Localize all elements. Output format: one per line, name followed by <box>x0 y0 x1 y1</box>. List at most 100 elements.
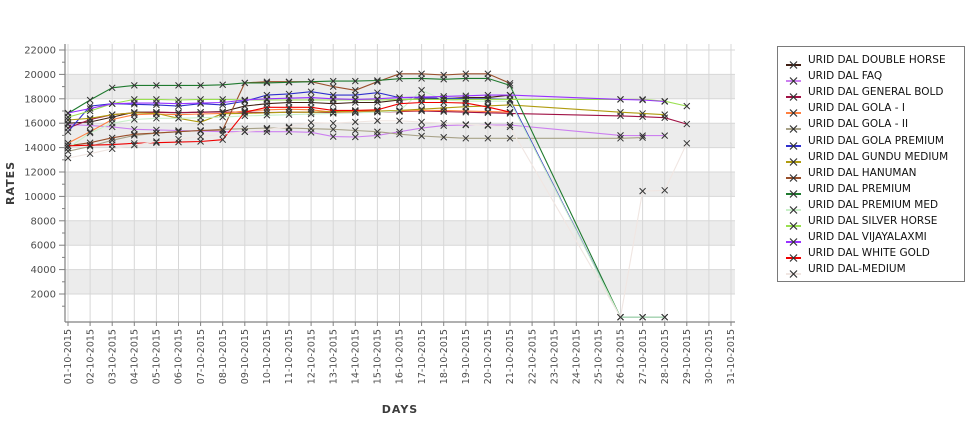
data-point-marker <box>440 75 448 83</box>
legend-marker-icon <box>785 232 802 247</box>
data-point-marker <box>440 93 448 100</box>
data-point-marker <box>86 129 94 137</box>
data-point-marker <box>153 82 160 89</box>
data-point-marker <box>440 96 448 103</box>
legend-item: URID DAL VIJAYALAXMI <box>785 229 957 247</box>
data-point-marker <box>329 95 337 103</box>
legend-marker-icon <box>785 216 802 230</box>
y-tick-label: 14000 <box>24 143 56 154</box>
data-point-marker <box>329 96 337 104</box>
data-point-marker <box>374 95 381 103</box>
data-point-marker <box>351 133 359 141</box>
legend-marker-icon <box>785 152 802 166</box>
data-point-marker <box>285 111 293 119</box>
data-point-marker <box>617 134 624 142</box>
data-point-marker <box>484 109 492 117</box>
y-tick-label: 6000 <box>31 241 56 252</box>
data-point-marker <box>285 103 293 111</box>
data-point-marker <box>130 132 138 139</box>
data-point-marker <box>64 109 72 117</box>
legend-item: URID DAL GOLA PREMIUM <box>785 132 957 150</box>
data-point-marker <box>307 78 315 86</box>
data-point-marker <box>396 117 403 125</box>
data-point-marker <box>661 111 669 119</box>
legend-marker-icon <box>785 87 802 102</box>
data-point-marker <box>175 82 182 89</box>
data-point-marker <box>64 147 72 155</box>
data-point-marker <box>351 107 359 114</box>
data-point-marker <box>307 119 315 126</box>
legend-item: URID DAL WHITE GOLD <box>785 245 957 263</box>
series-line <box>67 104 665 123</box>
data-point-marker <box>639 134 646 141</box>
data-point-marker <box>241 125 249 133</box>
legend-item: URID DAL GUNDU MEDIUM <box>785 149 957 166</box>
legend-label: URID DAL PREMIUM <box>808 182 911 195</box>
data-point-marker <box>130 130 138 138</box>
data-point-marker <box>683 120 691 128</box>
data-point-marker <box>351 86 359 94</box>
x-tick-label: 09-10-2015 <box>240 329 251 384</box>
x-tick-label: 05-10-2015 <box>152 329 163 384</box>
data-point-marker <box>108 134 116 142</box>
chart-legend: URID DAL DOUBLE HORSE URID DAL FAQ URID DA… <box>777 46 965 283</box>
data-point-marker <box>130 82 138 89</box>
x-tick-label: 17-10-2015 <box>417 329 428 384</box>
data-point-marker <box>175 138 182 146</box>
legend-marker-icon <box>785 55 802 69</box>
data-point-marker <box>130 141 138 149</box>
data-point-marker <box>197 127 204 134</box>
x-tick-label: 26-10-2015 <box>616 329 627 384</box>
x-tick-label: 30-10-2015 <box>704 329 715 384</box>
data-point-marker <box>462 99 470 107</box>
data-point-marker <box>351 118 359 126</box>
data-point-marker <box>197 114 204 122</box>
data-point-marker <box>153 99 160 107</box>
data-point-marker <box>241 108 249 116</box>
x-tick-label: 24-10-2015 <box>572 329 583 384</box>
data-point-marker <box>440 119 448 127</box>
data-point-marker <box>307 125 315 133</box>
x-tick-label: 07-10-2015 <box>196 329 207 384</box>
data-point-marker <box>351 127 359 134</box>
data-point-marker <box>506 134 514 142</box>
data-point-marker <box>86 102 94 110</box>
legend-item: URID DAL HANUMAN <box>785 165 957 182</box>
y-tick-label: 16000 <box>24 119 56 130</box>
data-point-marker <box>197 82 204 89</box>
data-point-marker <box>175 135 182 143</box>
data-point-marker <box>440 107 448 114</box>
data-point-marker <box>639 110 646 117</box>
data-point-marker <box>219 101 227 109</box>
data-point-marker <box>506 82 514 89</box>
data-point-marker <box>329 77 337 85</box>
data-point-marker <box>661 313 669 321</box>
data-point-marker <box>153 114 160 122</box>
legend-item: URID DAL GOLA - I <box>785 100 957 118</box>
data-point-marker <box>374 108 381 116</box>
data-point-marker <box>263 111 271 119</box>
y-tick-label: 8000 <box>31 216 56 227</box>
data-point-marker <box>263 103 271 111</box>
x-tick-label: 06-10-2015 <box>174 329 185 384</box>
data-point-marker <box>263 95 271 103</box>
legend-item: URID DAL DOUBLE HORSE <box>785 52 957 69</box>
data-point-marker <box>219 136 227 144</box>
x-tick-label: 20-10-2015 <box>483 329 494 384</box>
data-point-marker <box>639 313 646 321</box>
legend-item: URID DAL GENERAL BOLD <box>785 84 957 102</box>
x-tick-label: 25-10-2015 <box>594 329 605 384</box>
data-point-marker <box>64 142 72 150</box>
x-tick-label: 23-10-2015 <box>549 329 560 384</box>
data-point-marker <box>64 139 72 147</box>
data-point-marker <box>374 77 381 84</box>
x-tick-label: 16-10-2015 <box>395 329 406 384</box>
data-point-marker <box>175 127 182 134</box>
y-tick-label: 18000 <box>24 94 56 105</box>
legend-label: URID DAL GENERAL BOLD <box>808 86 944 99</box>
data-point-marker <box>374 117 381 125</box>
data-point-marker <box>617 132 624 139</box>
data-point-marker <box>285 78 293 86</box>
data-point-marker <box>130 109 138 117</box>
